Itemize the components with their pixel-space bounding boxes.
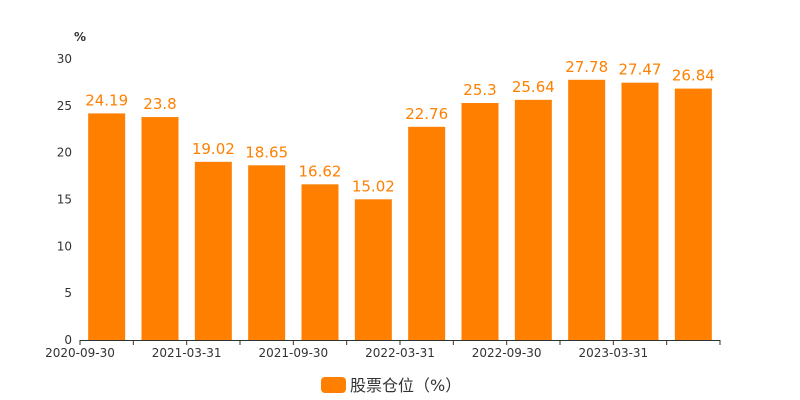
bar-value-label: 27.78: [565, 58, 608, 76]
y-axis: 0 5 10 15 20 25 30: [57, 52, 72, 347]
bar[interactable]: [461, 103, 499, 340]
y-tick-label: 30: [57, 52, 72, 66]
y-tick-label: 0: [64, 333, 72, 347]
x-tick-label: 2023-03-31: [578, 346, 648, 360]
bar-value-label: 25.64: [512, 78, 555, 96]
bar[interactable]: [408, 126, 446, 340]
bar[interactable]: [621, 82, 659, 341]
x-axis: 2020-09-30 2021-03-31 2021-09-30 2022-03-31…: [45, 340, 721, 360]
bar[interactable]: [568, 79, 606, 340]
bar-series: [88, 79, 712, 341]
bar-value-label: 16.62: [299, 162, 342, 180]
x-tick-label: 2022-09-30: [472, 346, 542, 360]
bar-value-label: 27.47: [619, 61, 662, 79]
bar-value-label: 23.8: [143, 95, 176, 113]
y-tick-label: 10: [57, 239, 72, 253]
bar[interactable]: [674, 88, 712, 340]
bar[interactable]: [301, 184, 339, 340]
bar-value-label: 15.02: [352, 177, 395, 195]
legend[interactable]: 股票仓位（%）: [321, 376, 461, 395]
bar[interactable]: [194, 161, 232, 340]
bar[interactable]: [248, 165, 286, 340]
x-tick-label: 2022-03-31: [365, 346, 435, 360]
x-tick-label: 2021-09-30: [258, 346, 328, 360]
bar-value-label: 24.19: [85, 91, 128, 109]
y-tick-label: 15: [57, 193, 72, 207]
bar[interactable]: [354, 199, 392, 340]
y-tick-label: 25: [57, 99, 72, 113]
legend-label[interactable]: 股票仓位（%）: [350, 376, 461, 395]
data-labels: 24.19 23.8 19.02 18.65 16.62 15.02 22.76 25.3 25…: [85, 58, 715, 196]
y-unit-label: %: [74, 30, 86, 44]
bar-value-label: 26.84: [672, 67, 715, 85]
bar[interactable]: [141, 117, 179, 340]
y-tick-label: 5: [64, 286, 72, 300]
y-tick-label: 20: [57, 146, 72, 160]
bar-value-label: 19.02: [192, 140, 235, 158]
x-tick-label: 2021-03-31: [152, 346, 222, 360]
bar-value-label: 18.65: [245, 143, 288, 161]
bar-value-label: 25.3: [463, 81, 496, 99]
x-tick-label: 2020-09-30: [45, 346, 115, 360]
legend-swatch[interactable]: [321, 377, 346, 393]
bar-value-label: 22.76: [405, 105, 448, 123]
bar[interactable]: [514, 99, 552, 340]
bar[interactable]: [88, 113, 126, 340]
